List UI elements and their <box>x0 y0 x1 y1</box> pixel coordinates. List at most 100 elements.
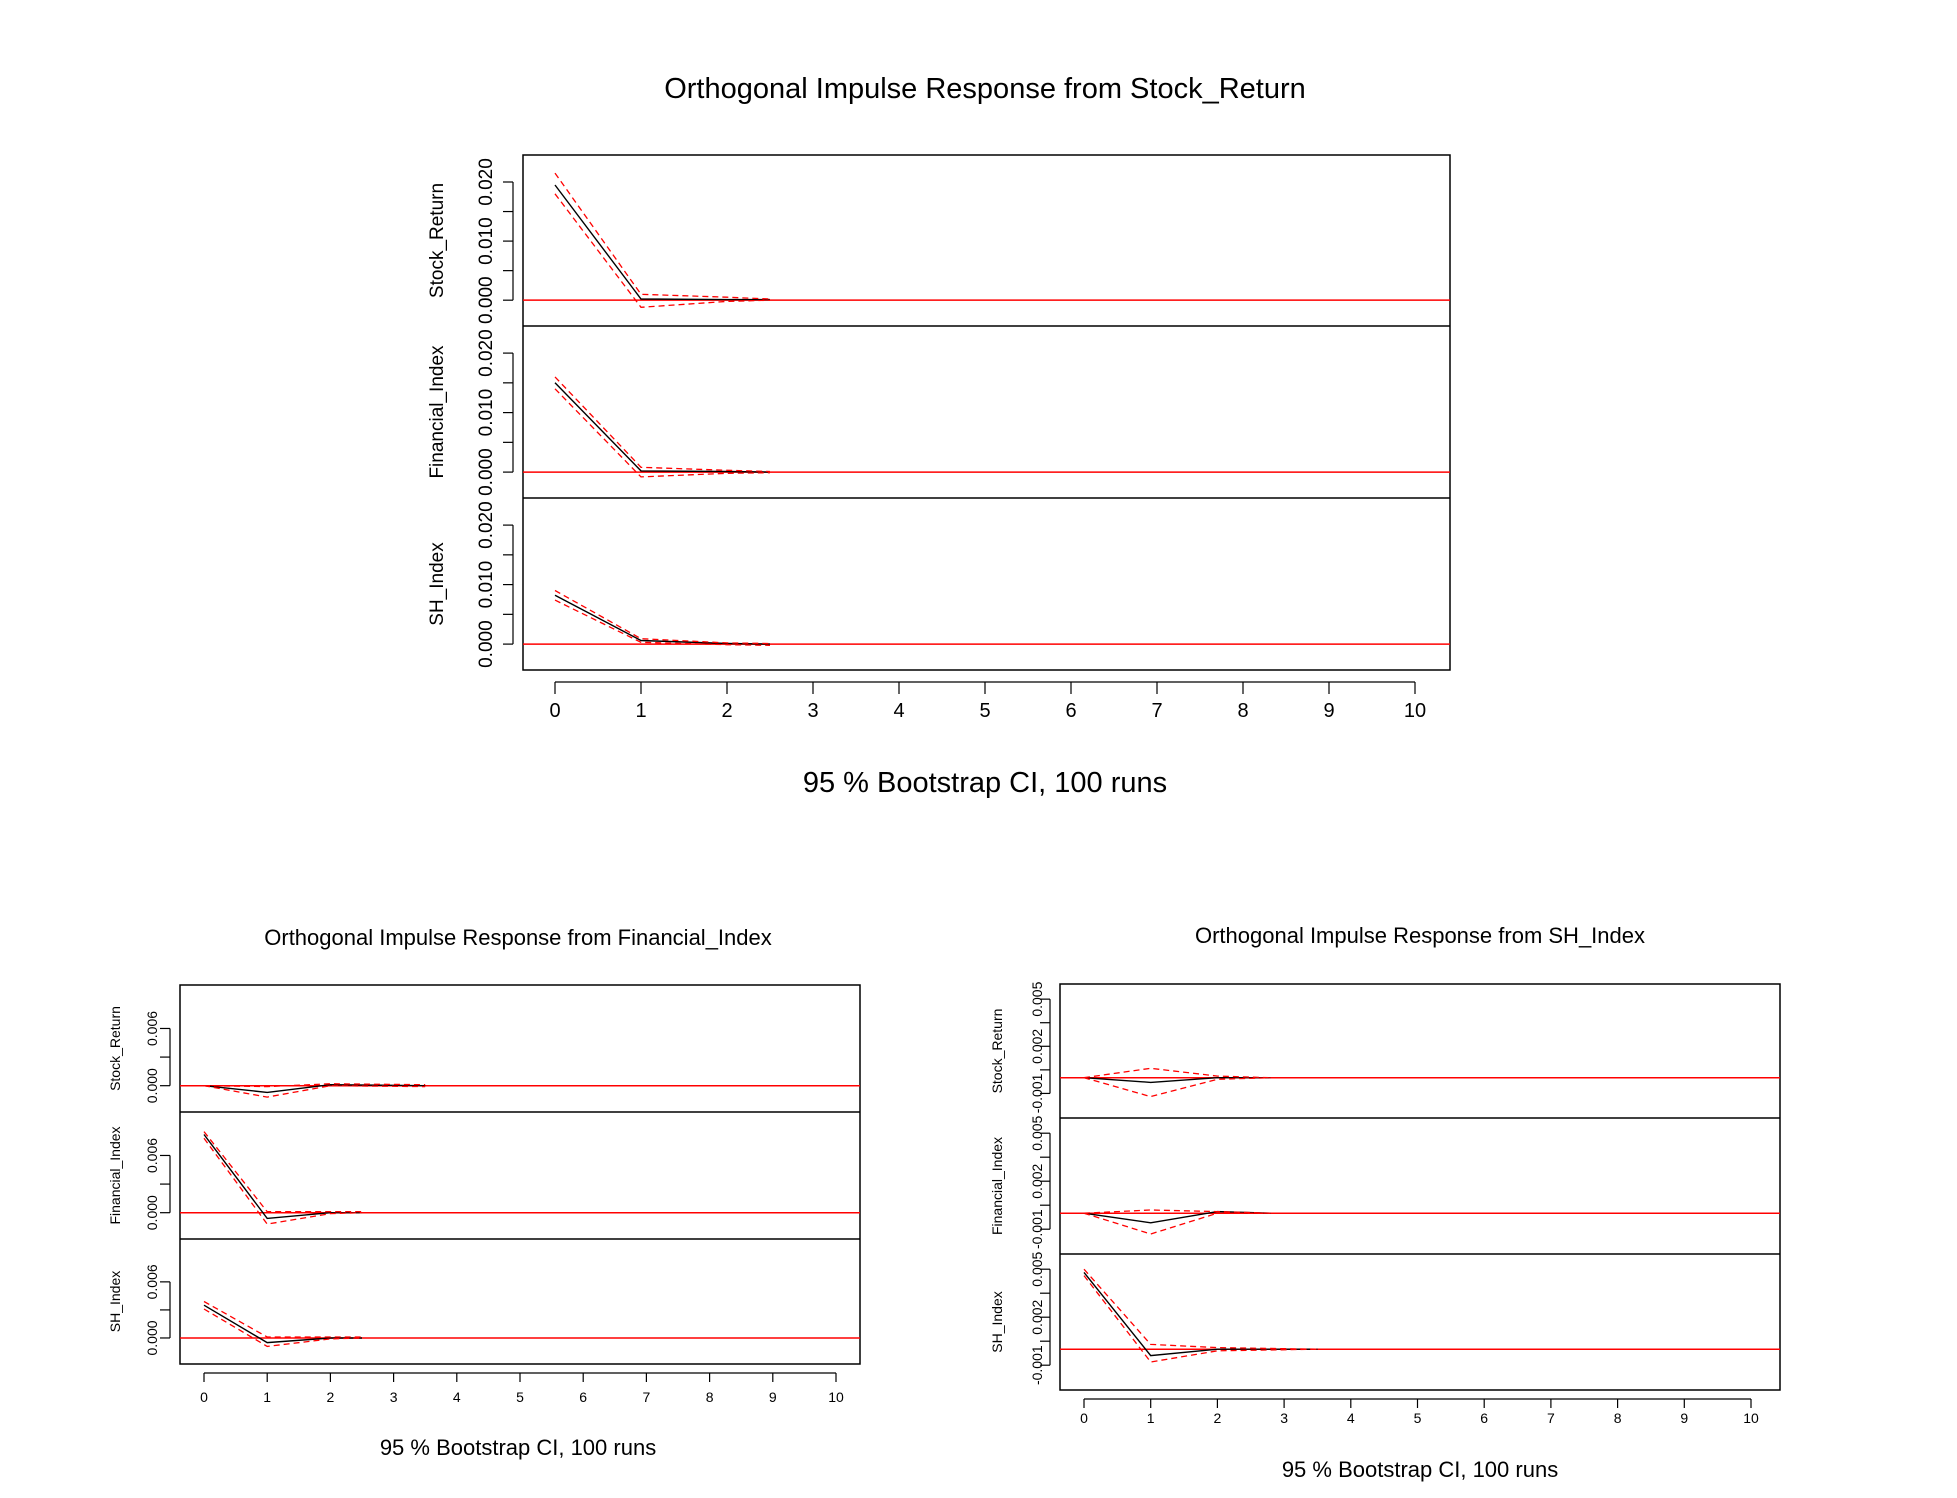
y-tick-label: -0.001 <box>1029 1209 1045 1249</box>
y-tick-label: 0.006 <box>144 1138 160 1173</box>
ci-lower-line <box>554 599 771 646</box>
x-tick-label: 7 <box>1151 700 1162 722</box>
y-tick-label: 0.000 <box>476 276 497 324</box>
x-axis-label: 95 % Bootstrap CI, 100 runs <box>1282 1457 1558 1482</box>
y-tick-label: 0.020 <box>476 501 497 549</box>
x-axis-label: 95 % Bootstrap CI, 100 runs <box>380 1435 656 1460</box>
panel-sh-index: 0.000 0.006 SH_Index <box>107 1238 860 1355</box>
ci-lower-line <box>1083 1212 1271 1235</box>
x-tick-label: 0 <box>200 1389 208 1405</box>
plot-frame <box>179 984 861 1365</box>
y-tick-label: 0.000 <box>476 620 497 668</box>
x-tick-label: 1 <box>1147 1410 1155 1426</box>
response-line <box>203 1134 362 1220</box>
chart-2: Orthogonal Impulse Response from Financi… <box>107 925 861 1460</box>
x-tick-label: 1 <box>635 700 646 722</box>
x-tick-label: 5 <box>516 1389 524 1405</box>
y-axis-label: Stock_Return <box>107 1006 123 1091</box>
ci-upper-line <box>554 172 771 300</box>
y-tick-label: -0.001 <box>1029 1073 1045 1113</box>
y-tick-label: 0.020 <box>476 158 497 206</box>
y-axis: 0.000 0.006 <box>144 1138 171 1230</box>
x-tick-label: 4 <box>453 1389 461 1405</box>
panel-sh-index: 0.000 0.010 0.020 SH_Index <box>427 497 1450 668</box>
x-tick-label: 1 <box>263 1389 271 1405</box>
y-tick-label: 0.005 <box>1029 1115 1045 1150</box>
y-axis-label: Stock_Return <box>989 1009 1005 1094</box>
y-tick-label: 0.010 <box>476 561 497 609</box>
plot-frame <box>1059 983 1781 1391</box>
ci-upper-line <box>203 1300 362 1338</box>
x-tick-label: 9 <box>769 1389 777 1405</box>
x-tick-label: 3 <box>807 700 818 722</box>
y-axis: -0.001 0.002 0.005 <box>1029 1251 1051 1385</box>
y-axis: 0.000 0.010 0.020 <box>476 158 514 324</box>
ci-upper-line <box>1083 1268 1318 1350</box>
panel-stock-return: 0.000 0.006 Stock_Return <box>107 1006 860 1103</box>
panel-financial-index: 0.000 0.010 0.020 Financial_Index <box>427 325 1450 496</box>
x-tick-label: 0 <box>1080 1410 1088 1426</box>
ci-lower-line <box>203 1085 426 1098</box>
y-tick-label: 0.005 <box>1029 1251 1045 1286</box>
ci-lower-line <box>203 1308 363 1348</box>
ci-lower-line <box>554 193 771 308</box>
y-tick-label: 0.006 <box>144 1264 160 1299</box>
y-tick-label: 0.000 <box>144 1195 160 1230</box>
y-axis: 0.000 0.006 <box>144 1011 171 1103</box>
y-tick-label: 0.002 <box>1029 1163 1045 1198</box>
x-tick-label: 9 <box>1323 700 1334 722</box>
chart-1: Orthogonal Impulse Response from Stock_R… <box>427 73 1451 799</box>
response-line <box>1083 1271 1318 1357</box>
panel-stock-return: 0.000 0.010 0.020 Stock_Return <box>427 158 1450 324</box>
x-tick-label: 7 <box>643 1389 651 1405</box>
y-tick-label: 0.002 <box>1029 1299 1045 1334</box>
x-tick-label: 2 <box>327 1389 335 1405</box>
x-axis: 0 1 2 3 4 5 6 7 8 9 10 <box>1080 1398 1759 1426</box>
ci-lower-line <box>203 1137 363 1225</box>
response-line <box>554 184 770 301</box>
response-line <box>1083 1076 1271 1084</box>
ci-upper-line <box>203 1131 362 1213</box>
x-tick-label: 9 <box>1680 1410 1688 1426</box>
ci-upper-line <box>203 1083 426 1088</box>
response-line <box>203 1083 426 1094</box>
ci-upper-line <box>1083 1067 1271 1079</box>
response-line <box>554 382 771 473</box>
x-axis: 0 1 2 3 4 5 6 7 8 9 10 <box>549 681 1426 722</box>
chart-title: Orthogonal Impulse Response from Stock_R… <box>664 73 1306 105</box>
y-axis: 0.000 0.010 0.020 <box>476 329 514 496</box>
x-tick-label: 3 <box>1280 1410 1288 1426</box>
x-axis: 0 1 2 3 4 5 6 7 8 9 10 <box>200 1372 844 1405</box>
x-tick-label: 0 <box>549 700 560 722</box>
x-axis-label: 95 % Bootstrap CI, 100 runs <box>803 767 1167 799</box>
y-tick-label: 0.002 <box>1029 1029 1045 1064</box>
x-tick-label: 8 <box>1237 700 1248 722</box>
x-tick-label: 10 <box>1743 1410 1759 1426</box>
x-tick-label: 4 <box>1347 1410 1355 1426</box>
x-tick-label: 5 <box>1414 1410 1422 1426</box>
x-tick-label: 6 <box>1065 700 1076 722</box>
ci-lower-line <box>1083 1275 1318 1363</box>
y-axis-label: SH_Index <box>989 1291 1005 1352</box>
y-axis: -0.001 0.002 0.005 <box>1029 1115 1051 1249</box>
y-tick-label: 0.000 <box>144 1320 160 1355</box>
y-axis-label: Financial_Index <box>427 345 448 479</box>
response-line <box>554 594 771 645</box>
y-tick-label: 0.006 <box>144 1011 160 1046</box>
y-axis: 0.000 0.010 0.020 <box>476 501 514 668</box>
y-tick-label: 0.020 <box>476 329 497 377</box>
x-tick-label: 6 <box>1480 1410 1488 1426</box>
chart-title: Orthogonal Impulse Response from SH_Inde… <box>1195 923 1645 948</box>
chart-3: Orthogonal Impulse Response from SH_Inde… <box>989 923 1781 1482</box>
y-tick-label: -0.001 <box>1029 1345 1045 1385</box>
y-axis: -0.001 0.002 0.005 <box>1029 981 1051 1113</box>
y-tick-label: 0.010 <box>476 389 497 437</box>
panel-financial-index: 0.000 0.006 Financial_Index <box>107 1111 860 1230</box>
x-tick-label: 8 <box>1614 1410 1622 1426</box>
x-tick-label: 2 <box>721 700 732 722</box>
x-tick-label: 10 <box>828 1389 844 1405</box>
panel-sh-index: -0.001 0.002 0.005 SH_Index <box>989 1251 1780 1385</box>
y-tick-label: 0.000 <box>144 1068 160 1103</box>
x-tick-label: 3 <box>390 1389 398 1405</box>
